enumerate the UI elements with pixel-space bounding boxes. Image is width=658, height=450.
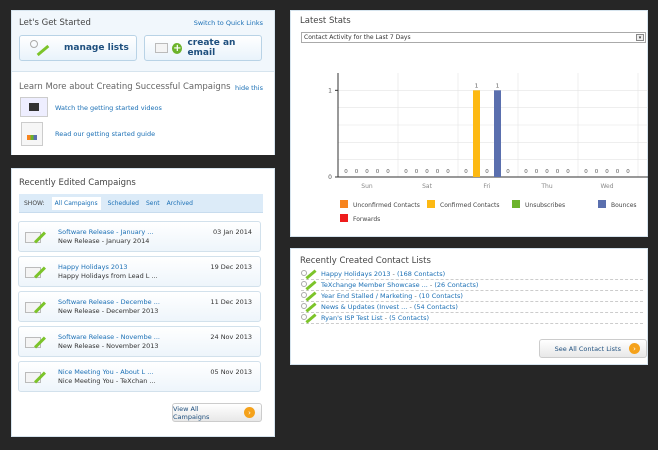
show-label: SHOW: [24, 199, 45, 207]
campaign-title-link[interactable]: Software Release - January ... [58, 228, 154, 236]
campaign-list-item[interactable]: Software Release - Decembe ... New Relea… [18, 291, 261, 322]
arrow-right-icon: › [244, 407, 255, 418]
tab-all-campaigns[interactable]: All Campaigns [51, 196, 101, 210]
switch-quick-links-link[interactable]: Switch to Quick Links [193, 19, 263, 27]
envelope-plus-icon [155, 43, 169, 53]
contact-list-item[interactable]: TeXchange Member Showcase ... - (26 Cont… [301, 279, 643, 291]
panel-title: Latest Stats [300, 16, 351, 26]
plus-icon: + [172, 42, 183, 54]
view-all-campaigns-button[interactable]: View All Campaigns › [172, 403, 262, 422]
campaign-subject: New Release - December 2013 [58, 307, 159, 315]
contact-list-name[interactable]: Happy Holidays 2013 [321, 270, 391, 278]
person-pencil-icon [301, 268, 321, 280]
campaign-date: 19 Dec 2013 [210, 263, 252, 271]
videos-link[interactable]: Watch the getting started videos [55, 104, 162, 112]
hide-this-link[interactable]: hide this [235, 84, 263, 92]
campaign-title-link[interactable]: Software Release - Decembe ... [58, 298, 160, 306]
campaign-subject: Nice Meeting You - TeXchan ... [58, 377, 156, 385]
person-pencil-icon [301, 290, 321, 302]
campaign-date: 05 Nov 2013 [210, 368, 252, 376]
campaign-title-link[interactable]: Happy Holidays 2013 [58, 263, 128, 271]
get-started-panel: Let's Get Started Switch to Quick Links … [11, 10, 275, 155]
contact-count: (54 Contacts) [413, 303, 458, 311]
arrow-right-icon: › [629, 343, 640, 354]
campaign-filter-bar: SHOW: All Campaigns Scheduled Sent Archi… [19, 194, 263, 213]
campaign-list-item[interactable]: Nice Meeting You - About L ... Nice Meet… [18, 361, 261, 392]
campaign-list-item[interactable]: Software Release - Novembe ... New Relea… [18, 326, 261, 357]
panel-title: Recently Created Contact Lists [300, 256, 431, 266]
tab-scheduled[interactable]: Scheduled [107, 199, 139, 207]
create-email-button[interactable]: + create an email [144, 35, 262, 61]
tab-sent[interactable]: Sent [146, 199, 160, 207]
contact-list-item[interactable]: News & Updates (Invest ... - (54 Contact… [301, 301, 643, 313]
person-pencil-icon [301, 301, 321, 313]
panel-title: Let's Get Started [19, 18, 91, 28]
contact-list-name[interactable]: Ryan's ISP Test List [321, 314, 383, 322]
guide-document-icon[interactable] [21, 122, 43, 146]
campaign-list-item[interactable]: Software Release - January ... New Relea… [18, 221, 261, 252]
learn-title: Learn More about Creating Successful Cam… [19, 82, 231, 92]
manage-lists-label: manage lists [64, 43, 129, 53]
envelope-check-icon [25, 265, 49, 281]
manage-lists-button[interactable]: manage lists [19, 35, 137, 61]
panel-title: Recently Edited Campaigns [19, 178, 136, 188]
contact-count: (168 Contacts) [396, 270, 446, 278]
campaign-title-link[interactable]: Nice Meeting You - About L ... [58, 368, 154, 376]
contact-count: (5 Contacts) [389, 314, 430, 322]
dropdown-arrow-icon[interactable]: ▾ [636, 34, 644, 41]
person-pencil-icon [30, 40, 54, 57]
envelope-check-icon [25, 335, 49, 351]
latest-stats-panel: Latest Stats Contact Activity for the La… [290, 10, 648, 237]
campaign-date: 11 Dec 2013 [210, 298, 252, 306]
campaign-title-link[interactable]: Software Release - Novembe ... [58, 333, 161, 341]
recent-contact-lists-panel: Recently Created Contact Lists Happy Hol… [290, 248, 648, 365]
view-all-label: View All Campaigns [173, 404, 210, 421]
envelope-check-icon [25, 370, 49, 386]
contact-list-name[interactable]: Year End Stalled / Marketing [321, 292, 413, 300]
campaign-subject: Happy Holidays from Lead L ... [58, 272, 158, 280]
campaign-date: 24 Nov 2013 [210, 333, 252, 341]
create-email-label: create an email [187, 38, 236, 58]
envelope-check-icon [25, 300, 49, 316]
see-all-label: See All Contact Lists [554, 344, 621, 353]
contact-count: (10 Contacts) [418, 292, 463, 300]
campaign-list-item[interactable]: Happy Holidays 2013 Happy Holidays from … [18, 256, 261, 287]
see-all-contact-lists-button[interactable]: See All Contact Lists › [539, 339, 647, 358]
campaign-subject: New Release - January 2014 [58, 237, 150, 245]
envelope-check-icon [25, 230, 49, 246]
video-thumbnail-icon[interactable] [20, 97, 48, 117]
campaign-date: 03 Jan 2014 [213, 228, 252, 236]
recent-campaigns-panel: Recently Edited Campaigns SHOW: All Camp… [11, 168, 275, 437]
person-pencil-icon [301, 312, 321, 324]
campaign-subject: New Release - November 2013 [58, 342, 159, 350]
contact-count: (26 Contacts) [434, 281, 479, 289]
person-pencil-icon [301, 279, 321, 291]
contact-list-item[interactable]: Happy Holidays 2013 - (168 Contacts) [301, 268, 643, 280]
contact-list-item[interactable]: Ryan's ISP Test List - (5 Contacts) [301, 312, 643, 324]
stats-period-select[interactable]: Contact Activity for the Last 7 Days ▾ [301, 32, 646, 43]
contact-list-name[interactable]: TeXchange Member Showcase ... [321, 281, 428, 289]
guide-link[interactable]: Read our getting started guide [55, 130, 156, 138]
select-value: Contact Activity for the Last 7 Days [304, 34, 411, 41]
tab-archived[interactable]: Archived [166, 199, 193, 207]
contact-list-item[interactable]: Year End Stalled / Marketing - (10 Conta… [301, 290, 643, 302]
contact-list-name[interactable]: News & Updates (Invest ... [321, 303, 408, 311]
learn-more-section: Learn More about Creating Successful Cam… [12, 71, 274, 155]
